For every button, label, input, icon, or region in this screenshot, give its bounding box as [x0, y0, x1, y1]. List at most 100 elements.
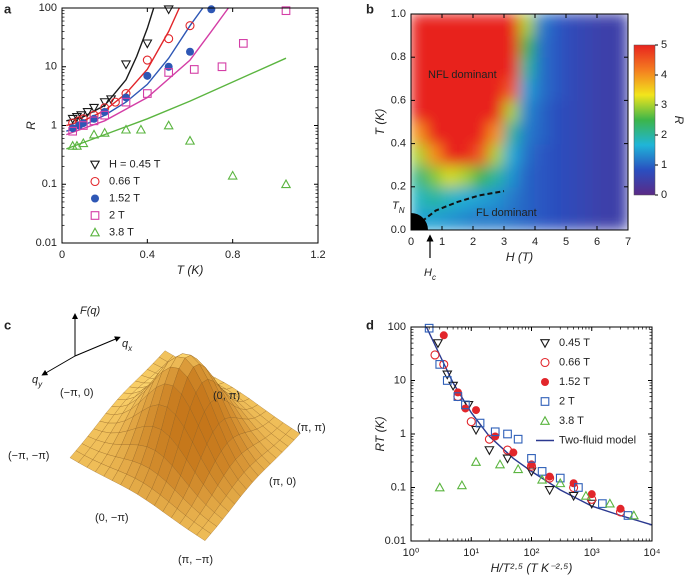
data-point	[90, 114, 98, 123]
heat-cell	[457, 164, 474, 188]
heat-cell	[503, 56, 520, 80]
data-point	[513, 434, 523, 444]
heat-cell	[457, 78, 474, 101]
heat-cell	[457, 207, 474, 230]
data-point	[442, 376, 452, 385]
legend-marker	[91, 194, 99, 203]
legend-label: 0.45 T	[559, 337, 590, 349]
heat-cell	[472, 78, 489, 101]
fit-line	[425, 327, 652, 526]
panel-letter: b	[366, 1, 374, 16]
heat-cell	[411, 14, 427, 37]
heat-cell	[519, 207, 536, 230]
heat-cell	[488, 207, 505, 230]
y-tick-label: 1	[400, 428, 406, 440]
data-point	[82, 108, 93, 118]
heat-cell	[503, 186, 520, 209]
surface-patch	[196, 527, 212, 541]
y-tick-label: 0.1	[391, 481, 406, 493]
legend-marker	[89, 227, 101, 237]
data-point	[435, 360, 445, 369]
heat-cell	[612, 99, 628, 123]
heat-cell	[596, 121, 613, 145]
data-point	[164, 68, 174, 77]
data-point	[142, 55, 152, 65]
data-point	[99, 98, 110, 108]
axes: 0 1 2 3 4 5 6 7 0.0 0.2 0.4 0.6 0.8 1.0 H (T) T (K)	[373, 8, 631, 264]
heat-cell	[472, 143, 489, 166]
heat-cell	[488, 143, 505, 166]
heat-cell	[534, 99, 551, 123]
heat-cell	[581, 35, 598, 58]
x-tick-label: 1.2	[310, 249, 325, 261]
heat-cell	[488, 121, 505, 145]
heat-cell	[612, 35, 628, 58]
heat-cell	[426, 121, 443, 145]
data-point	[494, 459, 506, 469]
y-tick-label: 100	[39, 2, 57, 14]
heat-cell	[503, 14, 520, 37]
data-point	[163, 5, 174, 15]
heat-cell	[411, 56, 427, 80]
data-point	[568, 491, 579, 502]
colorbar-tick-label: 3	[661, 99, 667, 111]
heat-cell	[581, 207, 598, 230]
heat-cell	[472, 56, 489, 80]
data-point	[456, 479, 468, 490]
y-tick-label: 1	[51, 119, 57, 131]
heat-cell	[457, 143, 474, 166]
heat-cell	[503, 78, 520, 101]
subscript: N	[399, 206, 405, 215]
heat-cell	[488, 14, 505, 37]
data-point	[512, 463, 524, 474]
crossover-line	[421, 190, 505, 223]
legend-label: 3.8 T	[109, 226, 134, 238]
data-point	[142, 89, 152, 98]
heat-cell	[612, 186, 628, 209]
heat-cell	[441, 14, 458, 37]
heat-cell	[612, 78, 628, 101]
heat-cell	[534, 56, 551, 80]
legend-label: 0.66 T	[559, 356, 590, 368]
x-tick-label: 0.8	[225, 249, 240, 261]
data-point	[490, 427, 500, 437]
annotation: NFL dominant	[428, 69, 497, 81]
heat-cell	[534, 164, 551, 188]
heat-cell	[411, 143, 427, 166]
heat-cell	[581, 164, 598, 188]
heat-cell	[488, 99, 505, 123]
data-point	[470, 456, 482, 466]
data-point	[484, 446, 495, 456]
data-point	[537, 467, 547, 476]
heat-cell	[534, 186, 551, 209]
colorbar-tick-label: 0	[661, 189, 667, 201]
annotation: TN	[392, 200, 405, 215]
heat-cell	[457, 35, 474, 58]
plot-frame	[61, 7, 319, 244]
data-point	[527, 454, 536, 463]
subscript: c	[432, 273, 436, 282]
legend-marker	[90, 176, 100, 187]
colorbar-tick-label: 2	[661, 129, 667, 141]
neel-region	[411, 213, 428, 230]
data-point	[587, 490, 596, 499]
legend-label: H = 0.45 T	[109, 158, 161, 170]
x-tick-label: 0	[59, 249, 65, 261]
legend-marker	[539, 415, 551, 425]
heat-cell	[411, 164, 427, 188]
data-point	[120, 124, 132, 134]
data-point	[100, 110, 110, 120]
subscript: y	[37, 380, 43, 389]
data-point	[88, 129, 100, 139]
point-label: (π, −π)	[178, 554, 213, 566]
data-point	[280, 178, 292, 189]
data-point	[135, 124, 147, 134]
data-point	[453, 392, 463, 401]
y-tick-label: 10	[394, 374, 406, 386]
x-tick-label: 0.4	[140, 249, 155, 261]
heat-cell	[503, 121, 520, 145]
heat-cell	[550, 186, 567, 209]
point-label: (0, π)	[213, 390, 240, 402]
data-point	[88, 103, 100, 114]
